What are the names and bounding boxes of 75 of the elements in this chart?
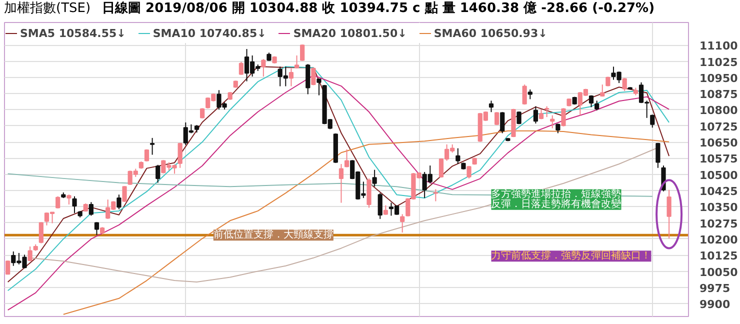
annotation: 反彈．日落走勢將有機會改變 [491,198,622,210]
y-tick-label: 10425 [700,185,738,198]
candlestick [56,196,60,209]
legend-label: SMA60 10650.93↓ [434,26,548,40]
y-tick-label: 10350 [700,201,738,214]
candlestick [72,196,77,214]
candlestick [144,148,150,162]
candlestick [178,142,182,168]
y-tick-label: 10125 [700,250,738,263]
candlestick [650,114,655,128]
legend-label: SMA20 10801.50↓ [293,26,407,40]
candlestick [300,44,305,62]
chart-title: 加權指數(TSE) [4,1,91,16]
candlestick [433,188,438,202]
line-series [62,130,670,315]
candlestick [666,189,672,240]
y-tick-label: 10950 [700,72,738,85]
candlestick [600,84,605,98]
y-tick-label: 10800 [700,104,738,118]
candlestick [556,123,560,134]
chart-subtitle: 日線圖 2019/08/06 開 10304.88 收 10394.75 c 點 量 1460.38 億 -28.66 (-0.27%) [102,1,655,16]
candlestick [38,222,44,244]
y-tick-label: 9900 [700,298,730,312]
candlestick [550,114,555,129]
legend-label: SMA10 10740.85↓ [152,26,266,40]
candlestick [344,148,350,168]
candlestick [6,260,10,275]
y-tick-label: 10650 [700,136,738,150]
candlestick [306,64,310,95]
candlestick [116,194,122,210]
candlestick [372,169,377,188]
candlestick [500,112,505,134]
candlestick [656,142,660,168]
candlestick [622,78,627,92]
candlestick [466,165,472,179]
annotation: 力守前低支撐．強勢反彈回補缺口！ [491,250,652,262]
candlestick [528,88,532,100]
candlestick [544,106,550,118]
candlestick [200,108,205,119]
candlestick [122,186,127,202]
candlestick [494,112,500,126]
candlestick [288,68,294,87]
candlestick [383,204,388,216]
candlestick [594,100,600,111]
y-tick-label: 10575 [700,152,738,166]
candlestick [150,137,155,156]
candlestick [238,61,244,76]
candlestick [94,222,100,236]
candlestick [156,164,160,184]
y-tick-label: 9975 [700,282,730,295]
candlestick [311,67,316,86]
candlestick [488,100,494,113]
y-tick-label: 10500 [700,168,738,182]
candlestick [400,214,405,233]
candlestick [294,54,300,69]
candlestick [522,84,527,106]
candlestick [561,108,566,127]
y-tick-label: 11100 [700,40,738,53]
candlestick [456,148,460,165]
candlestick [66,194,72,205]
ref-line-label: 前低位置支撐．大頸線支撐 [213,228,334,241]
y-tick-label: 10200 [700,233,738,246]
candlestick [88,202,94,216]
y-tick-label: 10050 [700,266,738,279]
candlestick [28,246,32,262]
candlestick [533,106,538,124]
legend-label: SMA5 10584.55↓ [20,26,126,40]
y-tick-label: 11025 [700,56,738,69]
candlestick [261,58,266,78]
candlestick [378,192,382,220]
candlestick [338,164,344,204]
y-tick-label: 10875 [700,88,738,102]
candlestick [316,78,322,96]
y-tick-label: 10275 [700,217,738,230]
y-tick-label: 10725 [700,120,738,134]
